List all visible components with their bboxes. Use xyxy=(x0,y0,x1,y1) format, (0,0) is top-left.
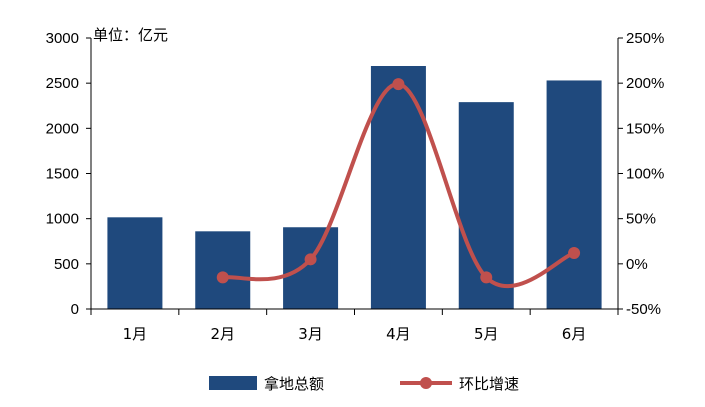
unit-label: 单位：亿元 xyxy=(93,26,168,44)
y-left-tick-label: 1500 xyxy=(46,166,79,183)
growth-point-2 xyxy=(216,271,229,284)
legend-label-bar: 拿地总额 xyxy=(264,375,324,393)
growth-point-6 xyxy=(568,246,581,259)
bar-2 xyxy=(195,231,251,309)
y-left-tick-label: 2000 xyxy=(46,120,79,137)
y-right-tick-label: 250% xyxy=(626,30,664,47)
y-left-tick-label: 500 xyxy=(54,256,79,273)
bar-6 xyxy=(546,80,602,309)
x-tick-label: 1月 xyxy=(123,325,148,343)
y-right-tick-label: 0% xyxy=(626,256,648,273)
x-tick-label: 5月 xyxy=(474,325,499,343)
growth-point-4 xyxy=(392,78,405,91)
y-right-tick-label: -50% xyxy=(626,301,661,318)
x-tick-label: 2月 xyxy=(210,325,235,343)
y-right-tick-label: 200% xyxy=(626,75,664,92)
legend-marker-line xyxy=(420,377,432,389)
y-left-tick-label: 0 xyxy=(71,301,79,318)
y-right-tick-label: 150% xyxy=(626,120,664,137)
line-series xyxy=(216,78,581,289)
growth-point-5 xyxy=(480,271,493,284)
x-tick-label: 6月 xyxy=(562,325,587,343)
y-left-tick-label: 3000 xyxy=(46,30,79,47)
y-right-tick-label: 100% xyxy=(626,166,664,183)
y-left-tick-label: 2500 xyxy=(46,75,79,92)
bar-3 xyxy=(283,227,339,309)
legend-label-line: 环比增速 xyxy=(459,375,519,393)
growth-point-3 xyxy=(304,253,317,266)
x-tick-label: 4月 xyxy=(386,325,411,343)
bar-series xyxy=(107,66,602,310)
axes: 0 500 1000 1500 2000 2500 3000 -50% 0% 50% 100% 150… xyxy=(46,30,665,343)
y-left-tick-label: 1000 xyxy=(46,211,79,228)
y-right-tick-label: 50% xyxy=(626,211,656,228)
legend: 拿地总额 环比增速 xyxy=(209,375,519,393)
bar-1 xyxy=(107,217,163,309)
x-tick-label: 3月 xyxy=(298,325,323,343)
legend-swatch-bar xyxy=(209,376,257,390)
